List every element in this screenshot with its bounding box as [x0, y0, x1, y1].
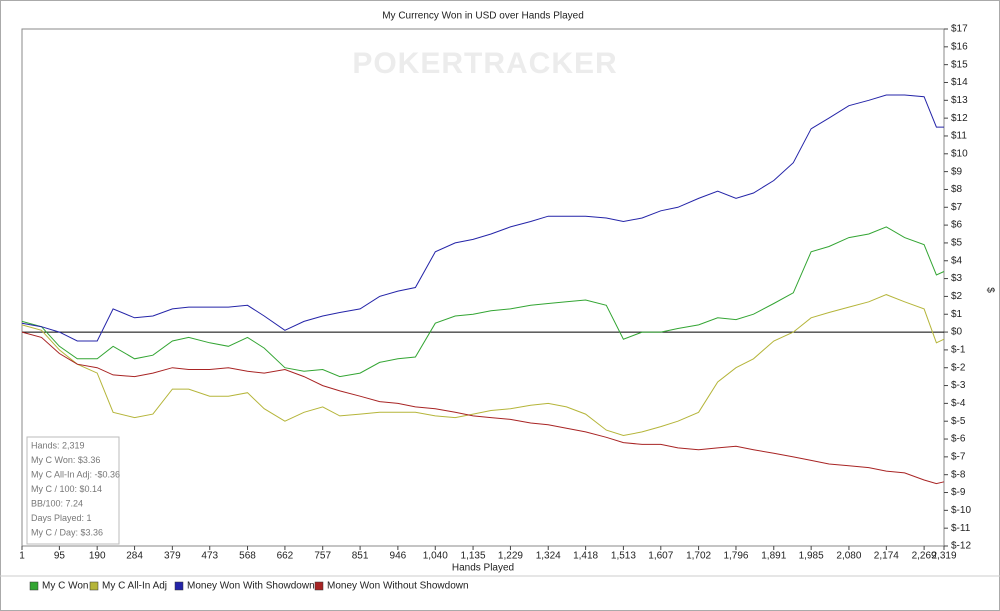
- series-line: [21, 226, 945, 378]
- stat-line: BB/100: 7.24: [31, 498, 83, 508]
- x-tick-label: 1,135: [461, 551, 486, 562]
- y-tick-label: $5: [951, 238, 963, 249]
- x-tick-label: 2,080: [836, 551, 861, 562]
- y-tick-label: $8: [951, 184, 963, 195]
- watermark: POKERTRACKER: [352, 47, 617, 80]
- x-tick-label: 1,891: [761, 551, 786, 562]
- y-tick-label: $14: [951, 77, 968, 88]
- series-line: [21, 94, 944, 342]
- y-tick-label: $-3: [951, 380, 966, 391]
- x-tick-label: 379: [164, 551, 181, 562]
- y-tick-label: $12: [951, 113, 968, 124]
- x-tick-label: 662: [277, 551, 294, 562]
- y-tick-label: $3: [951, 273, 963, 284]
- stat-line: My C All-In Adj: -$0.36: [31, 469, 120, 479]
- series-line: [21, 294, 945, 437]
- x-tick-label: 1,513: [611, 551, 636, 562]
- y-tick-label: $-4: [951, 398, 966, 409]
- x-tick-label: 95: [54, 551, 66, 562]
- x-tick-label: 1,324: [536, 551, 561, 562]
- x-tick-label: 757: [314, 551, 331, 562]
- x-tick-label: 1,229: [498, 551, 523, 562]
- y-tick-label: $2: [951, 291, 963, 302]
- y-tick-label: $10: [951, 148, 968, 159]
- y-tick-label: $13: [951, 95, 968, 106]
- y-tick-label: $-10: [951, 505, 971, 516]
- y-tick-label: $1: [951, 309, 963, 320]
- x-tick-label: 1,040: [423, 551, 448, 562]
- legend-label: Money Won Without Showdown: [327, 581, 469, 592]
- legend-label: Money Won With Showdown: [187, 581, 315, 592]
- stats-box: [26, 436, 120, 545]
- stat-line: Days Played: 1: [31, 513, 92, 523]
- legend-swatch: [314, 581, 324, 591]
- y-tick-label: $-6: [951, 434, 966, 445]
- y-tick-label: $-7: [951, 452, 966, 463]
- y-tick-label: $-9: [951, 487, 966, 498]
- x-tick-label: 1: [19, 551, 25, 562]
- x-tick-label: 190: [89, 551, 106, 562]
- stat-line: My C / Day: $3.36: [31, 527, 103, 537]
- x-tick-label: 473: [201, 551, 218, 562]
- x-tick-label: 1,985: [799, 551, 824, 562]
- y-axis-label: $: [984, 287, 995, 293]
- legend-label: My C All-In Adj: [102, 581, 167, 592]
- y-tick-label: $-11: [951, 523, 971, 534]
- y-tick-label: $15: [951, 59, 968, 70]
- y-tick-label: $0: [951, 327, 963, 338]
- y-tick-label: $17: [951, 24, 968, 35]
- legend-swatch: [174, 581, 184, 591]
- y-tick-label: $6: [951, 220, 963, 231]
- x-tick-label: 851: [352, 551, 369, 562]
- y-tick-label: $4: [951, 255, 963, 266]
- stat-line: Hands: 2,319: [31, 440, 85, 450]
- x-tick-label: 2,319: [931, 551, 956, 562]
- x-tick-label: 1,418: [573, 551, 598, 562]
- plot-area: [21, 28, 945, 547]
- y-tick-label: $11: [951, 131, 967, 142]
- chart-title: My Currency Won in USD over Hands Played: [382, 11, 584, 22]
- x-tick-label: 946: [390, 551, 407, 562]
- series-line: [21, 331, 945, 485]
- x-tick-label: 1,702: [686, 551, 711, 562]
- y-tick-label: $7: [951, 202, 963, 213]
- legend-label: My C Won: [42, 581, 89, 592]
- x-tick-label: 2,269: [912, 551, 937, 562]
- y-tick-label: $-8: [951, 469, 966, 480]
- y-tick-label: $-5: [951, 416, 966, 427]
- y-tick-label: $-12: [951, 541, 971, 552]
- x-tick-label: 284: [126, 551, 143, 562]
- y-tick-label: $-1: [951, 345, 966, 356]
- legend-swatch: [89, 581, 99, 591]
- y-tick-label: $16: [951, 41, 968, 52]
- stat-line: My C / 100: $0.14: [31, 484, 102, 494]
- x-tick-label: 1,796: [723, 551, 748, 562]
- legend-swatch: [29, 581, 39, 591]
- y-tick-label: $9: [951, 166, 963, 177]
- x-tick-label: 2,174: [874, 551, 899, 562]
- y-tick-label: $-2: [951, 362, 966, 373]
- x-axis-label: Hands Played: [452, 563, 514, 574]
- x-tick-label: 568: [239, 551, 256, 562]
- stat-line: My C Won: $3.36: [31, 455, 100, 465]
- x-tick-label: 1,607: [648, 551, 673, 562]
